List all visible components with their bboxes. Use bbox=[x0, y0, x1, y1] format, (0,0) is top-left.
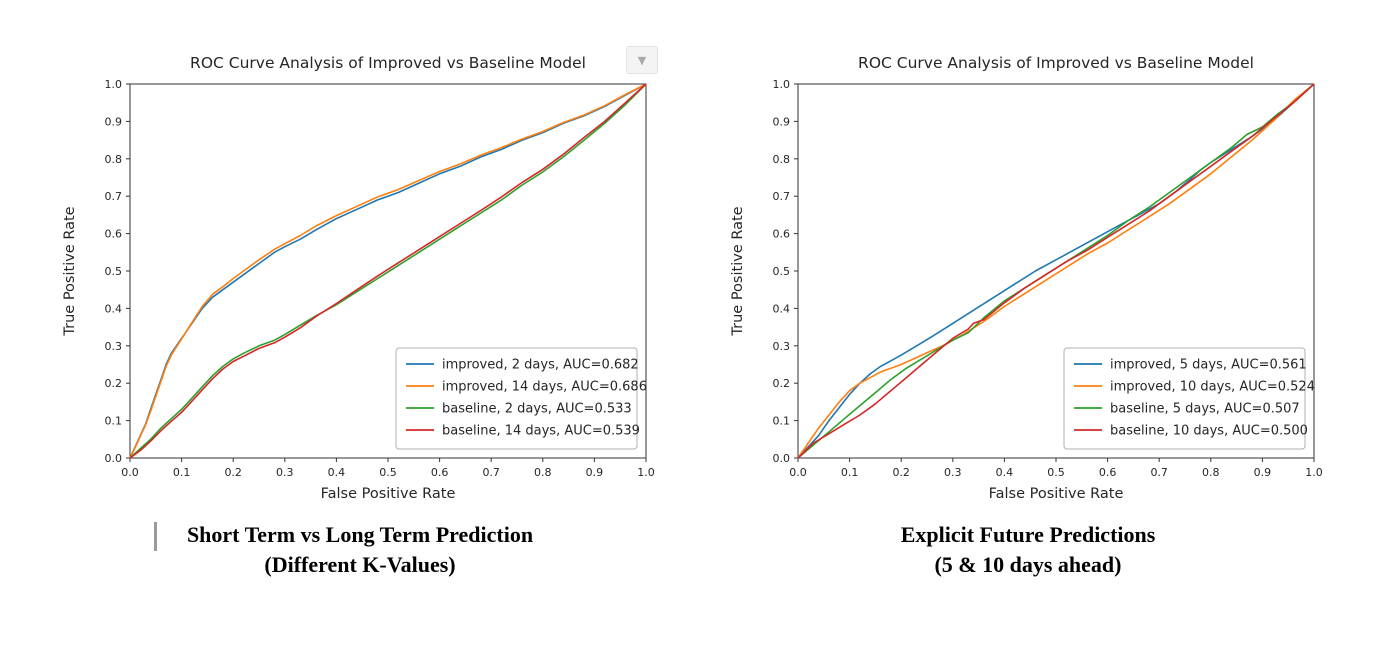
legend-entry-label: baseline, 5 days, AUC=0.507 bbox=[1110, 402, 1300, 417]
y-tick-label: 0.4 bbox=[773, 302, 791, 315]
x-tick-label: 0.2 bbox=[224, 466, 242, 479]
y-tick-label: 0.1 bbox=[773, 415, 791, 428]
left-caption-line1: Short Term vs Long Term Prediction bbox=[186, 522, 534, 547]
x-tick-label: 1.0 bbox=[637, 466, 655, 479]
text-cursor bbox=[154, 522, 157, 551]
x-axis-label: False Positive Rate bbox=[989, 486, 1124, 502]
x-tick-label: 0.4 bbox=[328, 466, 346, 479]
x-tick-label: 0.5 bbox=[379, 466, 397, 479]
legend-entry-label: improved, 14 days, AUC=0.686 bbox=[442, 380, 647, 395]
roc-curve bbox=[129, 83, 647, 459]
y-tick-label: 0.5 bbox=[773, 265, 791, 278]
x-tick-label: 0.3 bbox=[944, 466, 962, 479]
y-tick-label: 0.7 bbox=[105, 190, 123, 203]
y-tick-label: 1.0 bbox=[105, 78, 123, 91]
right-caption-line2: (5 & 10 days ahead) bbox=[934, 552, 1122, 577]
legend: improved, 2 days, AUC=0.682 improved, 14 … bbox=[395, 347, 647, 450]
y-tick-label: 0.2 bbox=[773, 377, 791, 390]
y-tick-label: 0.7 bbox=[773, 190, 791, 203]
legend-entry-label: baseline, 10 days, AUC=0.500 bbox=[1110, 424, 1308, 439]
y-tick-label: 0.2 bbox=[105, 377, 123, 390]
y-tick-label: 0.0 bbox=[773, 452, 791, 465]
x-tick-label: 0.2 bbox=[892, 466, 910, 479]
y-axis-label: True Positive Rate bbox=[730, 206, 746, 336]
left-caption: Short Term vs Long Term Prediction (Diff… bbox=[58, 520, 662, 580]
x-tick-label: 0.9 bbox=[1254, 466, 1272, 479]
y-tick-label: 1.0 bbox=[773, 78, 791, 91]
chevron-down-icon: ▼ bbox=[637, 53, 647, 67]
y-tick-label: 0.9 bbox=[105, 115, 123, 128]
roc-curve bbox=[129, 83, 647, 459]
figures-container: 0.0 0.1 0.2 0.3 0.4 0.5 0.6 0.7 0.8 0.9 1.0 0.0 0.1 0… bbox=[58, 46, 1330, 580]
left-roc-chart: 0.0 0.1 0.2 0.3 0.4 0.5 0.6 0.7 0.8 0.9 1.0 0.0 0.1 0… bbox=[62, 54, 655, 502]
x-tick-label: 0.0 bbox=[789, 466, 807, 479]
x-tick-label: 0.4 bbox=[996, 466, 1014, 479]
y-axis-label: True Positive Rate bbox=[62, 206, 78, 336]
x-tick-label: 0.7 bbox=[482, 466, 500, 479]
chart-title: ROC Curve Analysis of Improved vs Baseli… bbox=[190, 54, 586, 72]
legend-box bbox=[395, 347, 638, 450]
y-tick-label: 0.8 bbox=[105, 153, 123, 166]
x-tick-label: 0.7 bbox=[1150, 466, 1168, 479]
x-tick-label: 0.6 bbox=[431, 466, 449, 479]
x-tick-label: 0.0 bbox=[121, 466, 139, 479]
x-tick-label: 0.9 bbox=[586, 466, 604, 479]
roc-curve bbox=[797, 83, 1315, 459]
x-tick-label: 0.5 bbox=[1047, 466, 1065, 479]
x-tick-label: 0.8 bbox=[534, 466, 552, 479]
right-caption-line1: Explicit Future Predictions bbox=[900, 522, 1156, 547]
roc-curve bbox=[797, 83, 1315, 459]
x-tick-label: 0.3 bbox=[276, 466, 294, 479]
y-tick-label: 0.6 bbox=[105, 228, 123, 241]
right-caption: Explicit Future Predictions (5 & 10 days… bbox=[726, 520, 1330, 580]
right-roc-chart: 0.0 0.1 0.2 0.3 0.4 0.5 0.6 0.7 0.8 0.9 1.0 0.0 0.1 0… bbox=[730, 54, 1323, 502]
y-tick-label: 0.5 bbox=[105, 265, 123, 278]
collapse-dropdown-button[interactable]: ▼ bbox=[626, 46, 658, 74]
legend-entry-label: improved, 10 days, AUC=0.524 bbox=[1110, 380, 1315, 395]
y-tick-label: 0.3 bbox=[773, 340, 791, 353]
y-tick-label: 0.4 bbox=[105, 302, 123, 315]
x-tick-label: 0.1 bbox=[841, 466, 859, 479]
x-tick-label: 0.8 bbox=[1202, 466, 1220, 479]
left-figure: 0.0 0.1 0.2 0.3 0.4 0.5 0.6 0.7 0.8 0.9 1.0 0.0 0.1 0… bbox=[58, 46, 662, 580]
y-tick-label: 0.1 bbox=[105, 415, 123, 428]
legend-entry-label: baseline, 2 days, AUC=0.533 bbox=[442, 402, 632, 417]
x-axis-label: False Positive Rate bbox=[321, 486, 456, 502]
legend-entry-label: improved, 5 days, AUC=0.561 bbox=[1110, 358, 1307, 373]
x-tick-label: 0.6 bbox=[1099, 466, 1117, 479]
legend-entry-label: baseline, 14 days, AUC=0.539 bbox=[442, 424, 640, 439]
legend-box bbox=[1063, 347, 1306, 450]
left-caption-line2: (Different K-Values) bbox=[264, 552, 456, 577]
legend: improved, 5 days, AUC=0.561 improved, 10 … bbox=[1063, 347, 1315, 450]
y-tick-label: 0.6 bbox=[773, 228, 791, 241]
y-tick-label: 0.3 bbox=[105, 340, 123, 353]
y-tick-label: 0.0 bbox=[105, 452, 123, 465]
x-tick-label: 0.1 bbox=[173, 466, 191, 479]
x-tick-label: 1.0 bbox=[1305, 466, 1323, 479]
chart-title: ROC Curve Analysis of Improved vs Baseli… bbox=[858, 54, 1254, 72]
right-figure: 0.0 0.1 0.2 0.3 0.4 0.5 0.6 0.7 0.8 0.9 1.0 0.0 0.1 0… bbox=[726, 48, 1330, 580]
y-tick-label: 0.9 bbox=[773, 115, 791, 128]
legend-entry-label: improved, 2 days, AUC=0.682 bbox=[442, 358, 639, 373]
y-tick-label: 0.8 bbox=[773, 153, 791, 166]
